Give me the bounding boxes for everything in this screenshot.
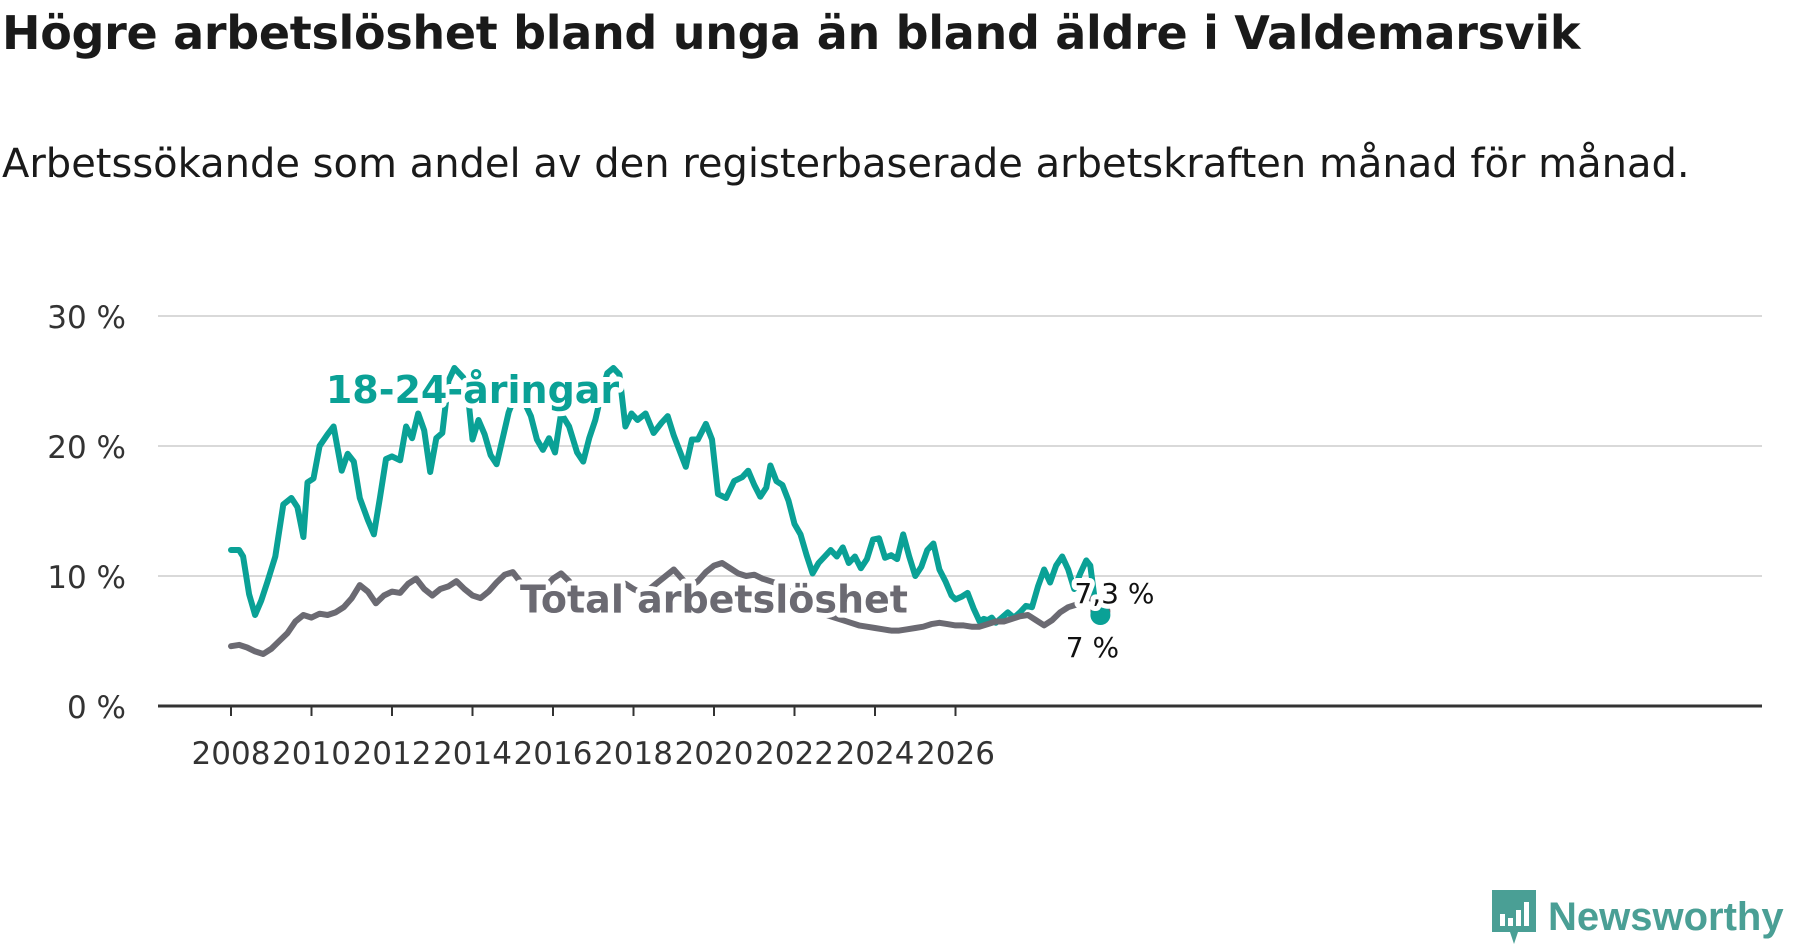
y-tick-label: 20 % <box>47 430 126 466</box>
newsworthy-logo-icon <box>1492 890 1536 944</box>
end-label-youth: 7 %7 % <box>1061 626 1124 669</box>
y-tick-label: 30 % <box>47 300 126 336</box>
x-tick-label: 2026 <box>916 736 995 772</box>
svg-text:18-24-åringar: 18-24-åringar <box>326 368 620 412</box>
y-tick-label: 0 % <box>67 690 126 726</box>
x-tick-label: 2016 <box>514 736 593 772</box>
svg-text:7,3 %: 7,3 % <box>1074 577 1154 610</box>
x-tick-label: 2020 <box>675 736 754 772</box>
series-line-youth <box>228 365 1104 626</box>
x-axis-tick-labels: 2008 2010 2012 2014 2016 2018 2020 2022 2024 2026 <box>192 706 995 772</box>
svg-text:Total arbetslöshet: Total arbetslöshet <box>520 577 908 621</box>
x-tick-label: 2008 <box>192 736 271 772</box>
brand-logo: Newsworthy <box>1490 888 1784 946</box>
chart-subtitle: Arbetssökande som andel av den registerb… <box>2 141 1690 187</box>
chart-title: Högre arbetslöshet bland unga än bland ä… <box>2 6 1581 60</box>
x-tick-label: 2012 <box>353 736 432 772</box>
svg-text:7 %: 7 % <box>1066 631 1119 664</box>
end-label-total: 7,3 %7,3 % <box>1069 572 1159 615</box>
series-lines <box>228 365 1111 657</box>
end-marker-youth <box>1090 605 1111 625</box>
svg-text:18-24-åringar: 18-24-åringar <box>326 368 620 412</box>
x-tick-label: 2024 <box>836 736 915 772</box>
brand-name: Newsworthy <box>1548 894 1784 939</box>
grid-lines <box>158 315 1762 577</box>
svg-text:7 %: 7 % <box>1066 631 1119 664</box>
svg-text:Total arbetslöshet: Total arbetslöshet <box>520 577 908 621</box>
series-line-total <box>228 560 1104 657</box>
x-tick-label: 2014 <box>433 736 512 772</box>
y-tick-label: 10 % <box>47 560 126 596</box>
x-tick-label: 2018 <box>594 736 673 772</box>
svg-text:7,3 %: 7,3 % <box>1074 577 1154 610</box>
x-tick-label: 2022 <box>755 736 834 772</box>
y-axis-tick-labels: 0 % 10 % 20 % 30 % <box>47 300 126 726</box>
x-tick-label: 2010 <box>272 736 351 772</box>
